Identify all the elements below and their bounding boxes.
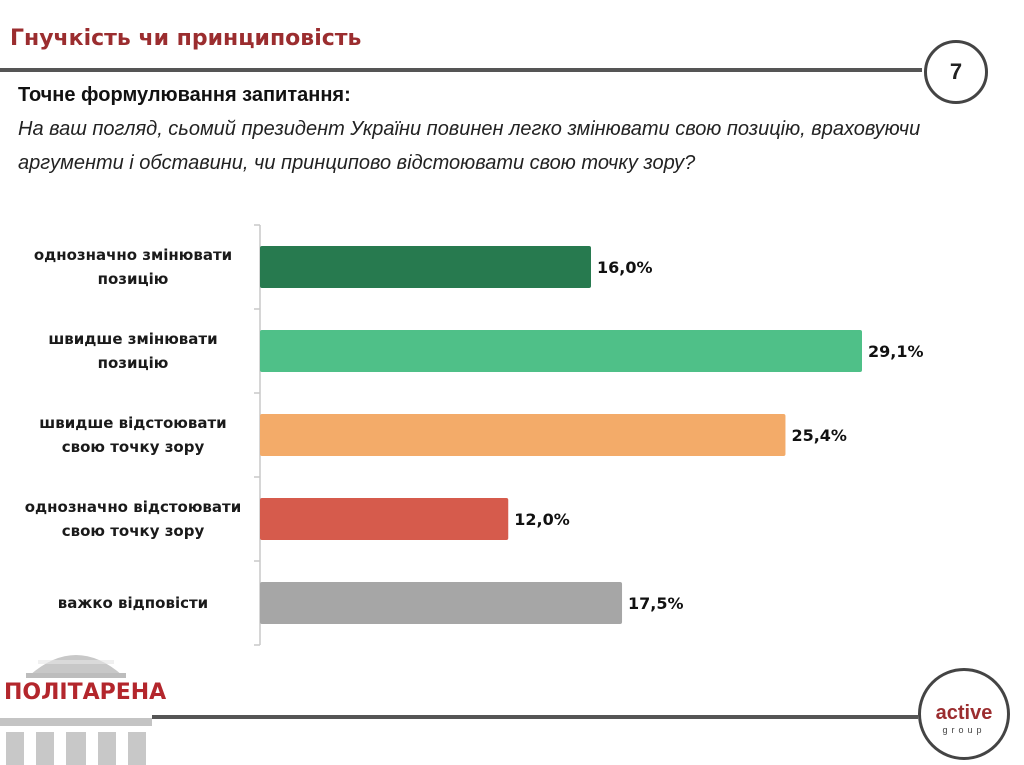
brand-subtitle: group [942, 725, 986, 735]
politarena-logo-icon [0, 655, 152, 765]
data-label-2: 25,4% [791, 426, 847, 445]
slide-title: Гнучкість чи принциповість [10, 26, 362, 51]
data-label-3: 12,0% [514, 510, 570, 529]
bar-0 [260, 246, 591, 288]
category-label-line: позицію [98, 270, 169, 288]
category-label-line: швидше відстоювати [39, 414, 226, 432]
active-group-logo: active group [918, 668, 1010, 760]
bar-4 [260, 582, 623, 624]
bar-2 [260, 414, 786, 456]
category-label-line: однозначно змінювати [34, 246, 232, 264]
category-label-0: однозначно змінювати позицію [34, 246, 232, 288]
data-label-4: 17,5% [628, 594, 684, 613]
category-label-4: важко відповісти [58, 594, 208, 612]
brand-name: active [935, 702, 993, 724]
top-divider [0, 68, 922, 72]
data-label-1: 29,1% [868, 342, 924, 361]
question-heading: Точне формулювання запитання: [18, 84, 351, 106]
politarena-logo-text: ПОЛІТАРЕНА [4, 680, 167, 705]
category-label-line: свою точку зору [62, 522, 205, 540]
category-label-line: важко відповісти [58, 594, 208, 612]
data-label-0: 16,0% [597, 258, 653, 277]
bar-3 [260, 498, 509, 540]
bar-chart: 16,0% однозначно змінювати позицію 29,1% шви… [25, 224, 924, 646]
bottom-divider [152, 715, 918, 719]
category-label-line: швидше змінювати [48, 330, 217, 348]
page-number-badge: 7 [924, 40, 988, 104]
category-label-line: свою точку зору [62, 438, 205, 456]
category-label-line: позицію [98, 354, 169, 372]
bar-1 [260, 330, 862, 372]
category-label-3: однозначно відстоювати свою точку зору [25, 498, 242, 540]
category-label-1: швидше змінювати позицію [48, 330, 217, 372]
category-label-2: швидше відстоювати свою точку зору [39, 414, 226, 456]
category-label-line: однозначно відстоювати [25, 498, 242, 516]
question-text: На ваш погляд, сьомий президент України … [18, 118, 921, 174]
